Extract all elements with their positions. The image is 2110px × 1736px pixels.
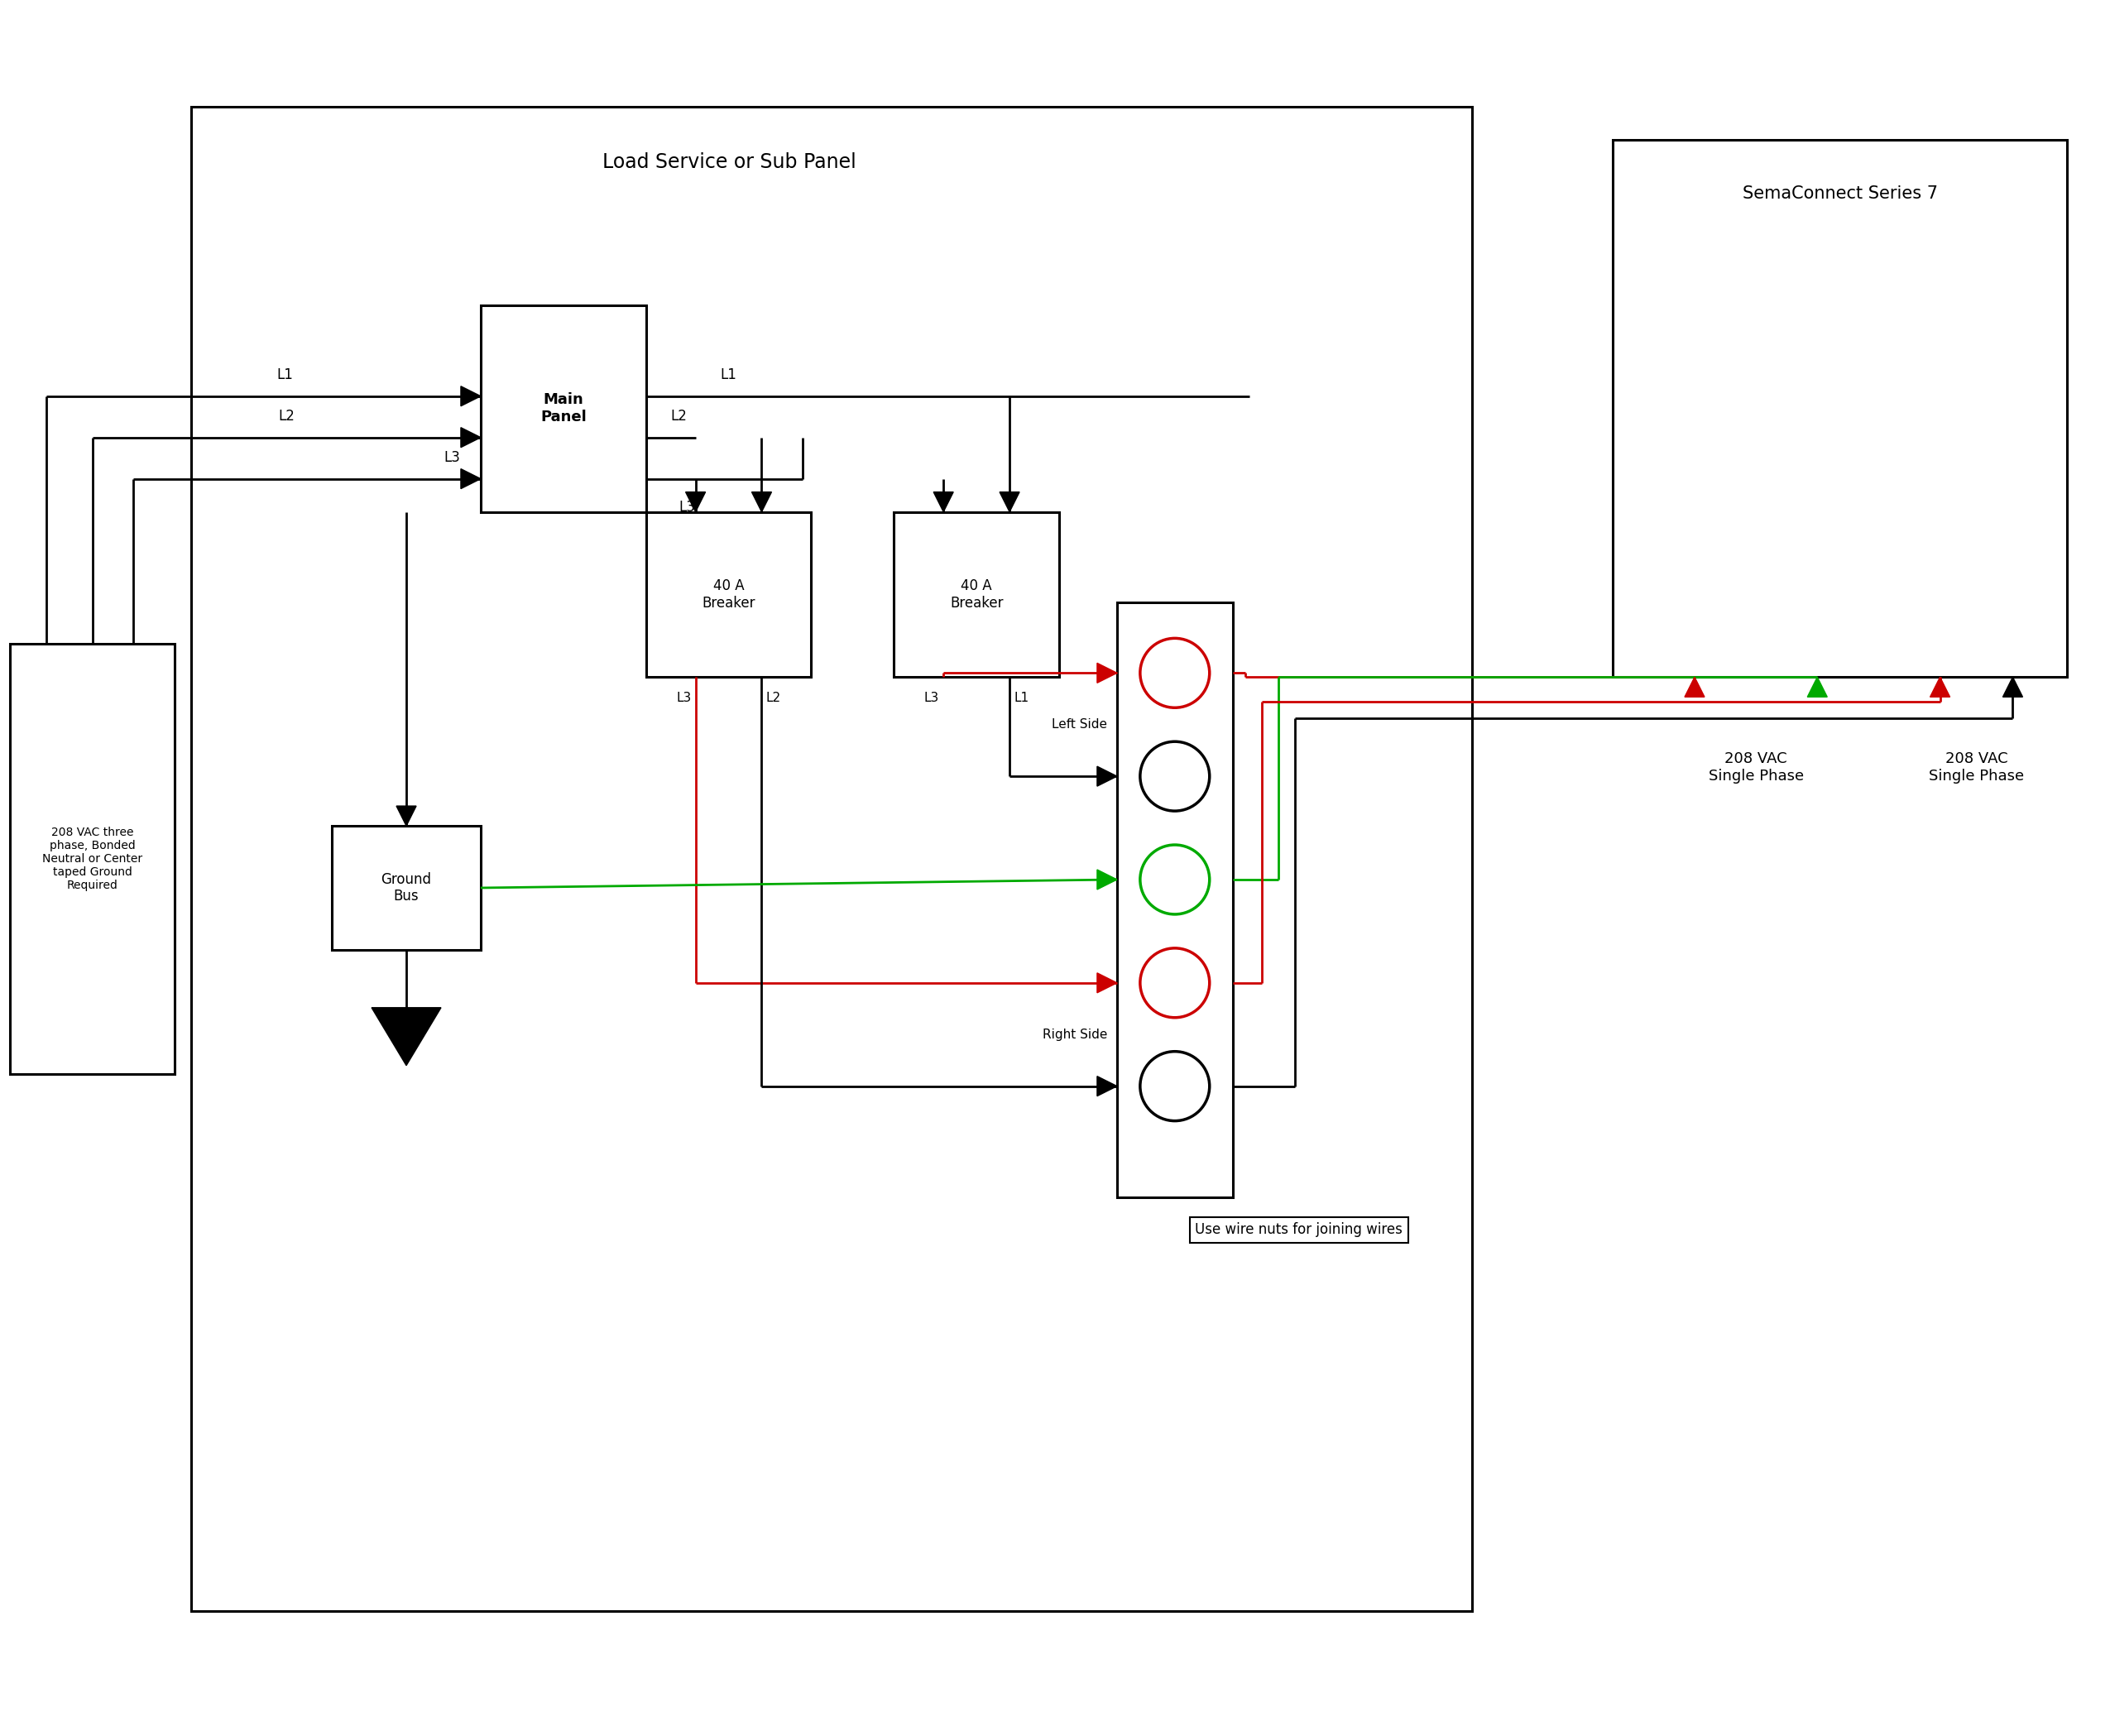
Circle shape <box>1139 845 1209 915</box>
Circle shape <box>1139 639 1209 708</box>
Bar <box>192 108 1473 1611</box>
Polygon shape <box>460 469 481 490</box>
Text: Main
Panel: Main Panel <box>540 392 587 425</box>
Polygon shape <box>686 491 705 512</box>
Text: L3: L3 <box>443 450 460 465</box>
Polygon shape <box>1097 972 1116 993</box>
Text: L2: L2 <box>279 408 295 424</box>
Text: L3: L3 <box>924 693 939 705</box>
Text: Left Side: Left Side <box>1051 719 1108 731</box>
Polygon shape <box>460 385 481 406</box>
Polygon shape <box>371 1007 441 1066</box>
Polygon shape <box>1097 766 1116 786</box>
Bar <box>1116 602 1232 1198</box>
Polygon shape <box>397 806 416 826</box>
Text: L2: L2 <box>766 693 781 705</box>
Text: 208 VAC three
phase, Bonded
Neutral or Center
taped Ground
Required: 208 VAC three phase, Bonded Neutral or C… <box>42 826 141 892</box>
Text: 40 A
Breaker: 40 A Breaker <box>949 578 1002 611</box>
Text: L1: L1 <box>276 368 293 382</box>
Bar <box>895 512 1059 677</box>
Polygon shape <box>933 491 954 512</box>
Polygon shape <box>1808 677 1827 696</box>
Text: L1: L1 <box>1013 693 1030 705</box>
Polygon shape <box>2002 677 2023 696</box>
Text: SemaConnect Series 7: SemaConnect Series 7 <box>1743 186 1937 201</box>
Polygon shape <box>1684 677 1705 696</box>
Text: 40 A
Breaker: 40 A Breaker <box>703 578 755 611</box>
Polygon shape <box>460 427 481 448</box>
Text: Right Side: Right Side <box>1042 1028 1108 1040</box>
Polygon shape <box>1097 1076 1116 1095</box>
Circle shape <box>1139 948 1209 1017</box>
Bar <box>481 306 646 512</box>
Circle shape <box>1139 741 1209 811</box>
Text: 208 VAC
Single Phase: 208 VAC Single Phase <box>1709 752 1804 783</box>
Text: Load Service or Sub Panel: Load Service or Sub Panel <box>603 153 857 172</box>
Text: 208 VAC
Single Phase: 208 VAC Single Phase <box>1929 752 2023 783</box>
Polygon shape <box>751 491 772 512</box>
Polygon shape <box>1931 677 1950 696</box>
Bar <box>1612 141 2068 677</box>
Text: Ground
Bus: Ground Bus <box>382 871 433 904</box>
Bar <box>331 826 481 950</box>
Polygon shape <box>1000 491 1019 512</box>
Text: Use wire nuts for joining wires: Use wire nuts for joining wires <box>1194 1222 1403 1238</box>
Text: L3: L3 <box>679 500 696 514</box>
Circle shape <box>1139 1052 1209 1121</box>
Polygon shape <box>1097 663 1116 682</box>
Bar <box>646 512 810 677</box>
Bar <box>11 644 175 1075</box>
Text: L1: L1 <box>720 368 736 382</box>
Polygon shape <box>1097 870 1116 889</box>
Text: L3: L3 <box>677 693 692 705</box>
Text: L2: L2 <box>671 408 688 424</box>
